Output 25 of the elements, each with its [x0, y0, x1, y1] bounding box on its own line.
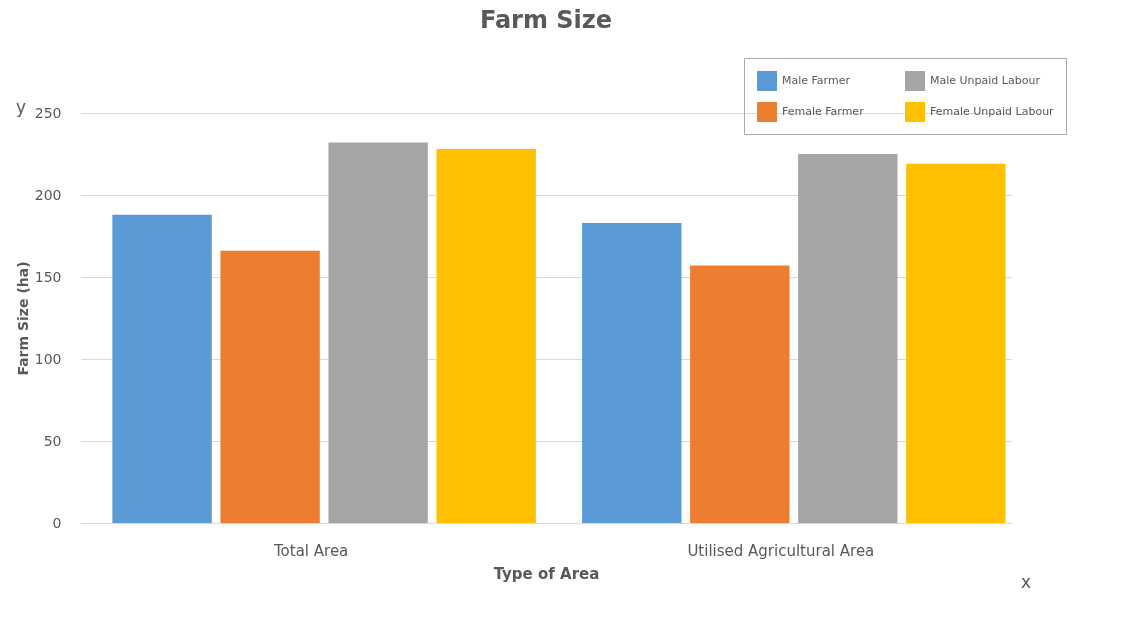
bar: [220, 250, 320, 523]
y-tick-label: 250: [34, 104, 62, 121]
legend-label: Female Farmer: [782, 105, 865, 118]
bar: [582, 222, 682, 523]
bar: [906, 163, 1006, 523]
y-tick-label: 100: [34, 350, 62, 367]
y-tick-label: 200: [34, 186, 62, 203]
legend-label: Male Farmer: [782, 74, 851, 87]
y-tick-label: 150: [34, 268, 62, 285]
bar: [436, 149, 536, 523]
text: y: [15, 97, 27, 117]
x-tick-label: Utilised Agricultural Area: [687, 541, 875, 560]
bar: [690, 265, 790, 523]
y-tick-label: 0: [52, 514, 62, 531]
legend-label: Male Unpaid Labour: [930, 74, 1041, 87]
x-axis-title: Type of Area: [493, 564, 600, 583]
legend-label: Female Unpaid Labour: [930, 105, 1055, 118]
chart-title: Farm Size: [479, 5, 613, 34]
y-tick-label: 50: [43, 432, 62, 449]
text: x: [1020, 572, 1032, 592]
bar: [328, 142, 428, 523]
y-axis-title: Farm Size (ha): [14, 261, 31, 376]
x-tick-label: Total Area: [272, 541, 349, 560]
bar: [112, 214, 212, 523]
bar: [798, 154, 898, 523]
